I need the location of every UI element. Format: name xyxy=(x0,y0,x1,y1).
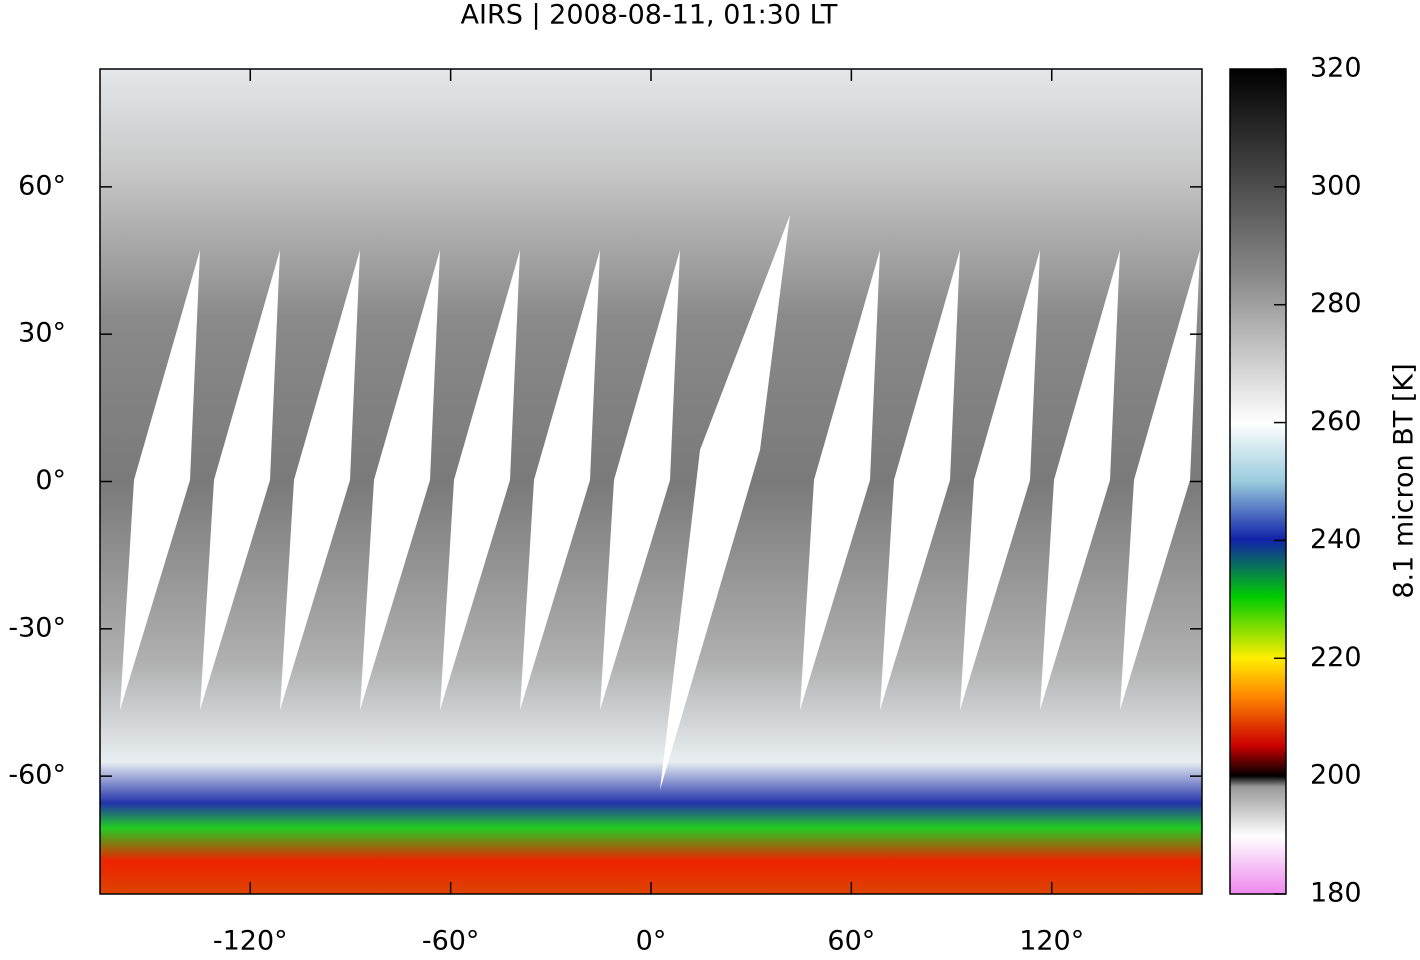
colorbar-tick-label: 180 xyxy=(1310,878,1362,909)
x-tick-label: 120° xyxy=(1019,926,1084,957)
y-tick-label: 30° xyxy=(18,318,66,349)
y-tick-label: -60° xyxy=(8,760,66,791)
colorbar-tick-label: 320 xyxy=(1310,53,1362,84)
orbit-gap xyxy=(660,215,790,790)
colorbar-tick-label: 300 xyxy=(1310,170,1362,201)
orbit-gap xyxy=(520,250,600,710)
orbit-gap xyxy=(880,250,960,710)
orbit-gap xyxy=(600,250,680,710)
data-gaps xyxy=(120,215,1200,790)
y-tick-label: 0° xyxy=(35,465,66,496)
colorbar-tick-label: 260 xyxy=(1310,406,1362,437)
colorbar-label: 8.1 micron BT [K] xyxy=(1389,363,1420,598)
x-tick-label: 60° xyxy=(827,926,875,957)
orbit-gap xyxy=(960,250,1040,710)
colorbar-tick-label: 200 xyxy=(1310,760,1362,791)
orbit-gap xyxy=(800,250,880,710)
x-tick-label: 0° xyxy=(636,926,667,957)
orbit-gap xyxy=(1040,250,1120,710)
x-tick-label: -60° xyxy=(422,926,480,957)
orbit-gap xyxy=(360,250,440,710)
chart-title: AIRS | 2008-08-11, 01:30 LT xyxy=(461,0,838,31)
x-tick-label: -120° xyxy=(213,926,288,957)
colorbar-tick-label: 240 xyxy=(1310,524,1362,555)
y-tick-label: 60° xyxy=(18,170,66,201)
colorbar xyxy=(1229,68,1287,895)
orbit-gap xyxy=(200,250,280,710)
orbit-gap xyxy=(280,250,360,710)
orbit-gap xyxy=(1120,250,1200,710)
colorbar-tick-label: 220 xyxy=(1310,642,1362,673)
orbit-gap xyxy=(120,250,200,710)
colorbar-tick-label: 280 xyxy=(1310,288,1362,319)
y-tick-label: -30° xyxy=(8,612,66,643)
orbit-gap xyxy=(440,250,520,710)
